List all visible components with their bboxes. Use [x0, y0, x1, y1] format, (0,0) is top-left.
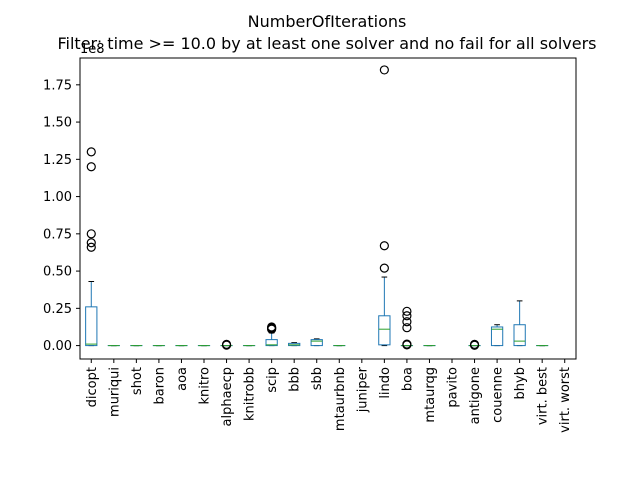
box-bbb	[288, 342, 301, 347]
x-tick-label: juniper	[355, 366, 370, 413]
box-bhyb	[513, 300, 526, 347]
plot-area	[85, 65, 549, 350]
x-tick-label: boa	[400, 367, 415, 391]
x-tick-label: alphaecp	[220, 367, 235, 426]
x-tick-label: bbb	[288, 367, 303, 392]
y-tick-label: 0.00	[43, 339, 72, 354]
chart-subtitle: Filter: time >= 10.0 by at least one sol…	[57, 34, 596, 53]
x-tick-label: aoa	[175, 367, 190, 391]
box-lindo	[378, 65, 391, 347]
chart-title: NumberOfIterations	[248, 12, 407, 31]
x-tick-label: couenne	[491, 367, 506, 423]
flier-point	[379, 263, 389, 273]
x-tick-label: scip	[265, 367, 280, 393]
x-tick-label: virt. worst	[558, 367, 573, 433]
flier-point	[86, 147, 96, 157]
y-offset-label: 1e8	[80, 42, 105, 57]
box-body	[85, 306, 98, 347]
box-body	[265, 339, 278, 347]
flier-point	[402, 339, 412, 349]
x-tick-label: lindo	[378, 367, 393, 399]
flier-point	[221, 339, 232, 349]
y-tick-label: 1.75	[43, 78, 72, 93]
y-tick-label: 1.50	[43, 116, 72, 131]
flier-point	[402, 317, 412, 327]
x-tick-label: shot	[130, 367, 145, 395]
x-tick-label: muriqui	[107, 367, 122, 417]
x-tick-label: virt. best	[536, 367, 551, 425]
flier-point	[402, 311, 412, 321]
flier-point	[267, 322, 277, 332]
box-alphaecp	[220, 339, 233, 350]
box-scip	[265, 322, 278, 347]
flier-point	[86, 242, 96, 252]
box-antigone	[468, 339, 481, 350]
y-tick-label: 0.50	[43, 265, 72, 280]
x-tick-label: antigone	[468, 367, 483, 424]
x-tick-label: dicopt	[85, 367, 100, 407]
x-tick-label: bhyb	[513, 367, 528, 399]
flier-point	[86, 229, 96, 239]
flier-point	[402, 323, 412, 333]
box-body	[310, 339, 323, 347]
box-dicopt	[85, 147, 98, 347]
box-sbb	[310, 338, 323, 347]
x-tick-label: knitro	[198, 367, 213, 405]
y-tick-label: 1.00	[43, 190, 72, 205]
x-tick-label: mtaurqg	[423, 367, 438, 423]
box-body	[490, 326, 504, 347]
y-tick-label: 0.25	[43, 302, 72, 317]
box-body	[378, 315, 391, 346]
flier-point	[379, 65, 389, 75]
x-tick-label: mtaurbnb	[333, 367, 348, 431]
y-tick-label: 0.75	[43, 227, 72, 242]
flier-point	[402, 306, 412, 316]
x-tick-label: knitrobb	[243, 367, 258, 421]
x-tick-label: baron	[152, 367, 167, 404]
x-tick-label: pavito	[446, 367, 461, 408]
axes-frame	[79, 57, 577, 360]
flier-point	[469, 339, 480, 349]
flier-point	[379, 241, 389, 251]
flier-point	[86, 238, 96, 248]
flier-point	[86, 162, 96, 172]
box-boa	[400, 306, 414, 350]
box-couenne	[490, 324, 504, 347]
x-tick-label: sbb	[310, 367, 325, 390]
y-tick-label: 1.25	[43, 153, 72, 168]
box-body	[513, 324, 526, 347]
